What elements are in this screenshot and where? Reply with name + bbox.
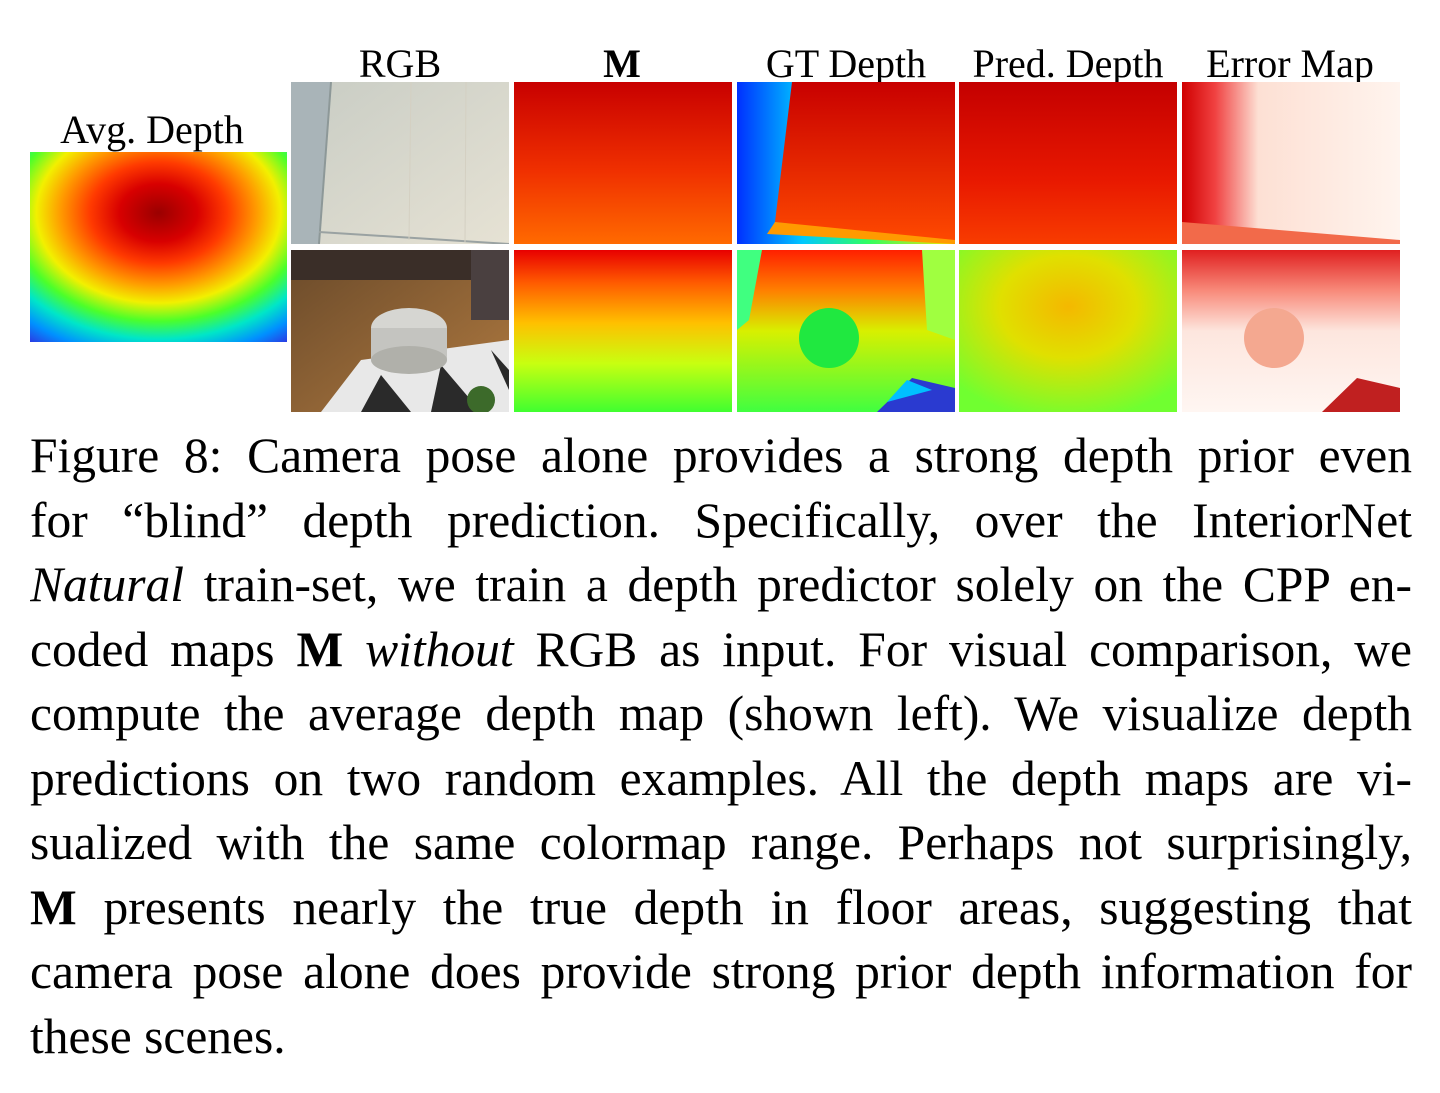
caption-text: sualized with the same colormap range. P…: [30, 815, 1412, 870]
figure-8: Avg. Depth RGB M GT Depth Pred. Depth Er…: [0, 0, 1440, 420]
label-gt-depth: GT Depth: [765, 41, 927, 86]
avg-depth-map: [30, 152, 287, 342]
caption-text: M: [30, 879, 77, 935]
label-rgb: RGB: [358, 41, 442, 86]
caption-line: Natural train-set, we train a depth pred…: [30, 553, 1412, 618]
caption-line: M presents nearly the true depth in floo…: [30, 876, 1412, 941]
caption-line: coded maps M without RGB as input. For v…: [30, 618, 1412, 683]
caption-line: these scenes.: [30, 1005, 1412, 1070]
caption-text: RGB as input. For visual comparison, we: [513, 621, 1412, 677]
caption-text: Camera pose alone provides a strong dept…: [247, 428, 1412, 483]
error-map-row2: [1182, 250, 1400, 412]
m-map-row2: [514, 250, 732, 412]
label-avg-depth: Avg. Depth: [60, 107, 244, 152]
caption-text: predictions on two random examples. All …: [30, 750, 1412, 806]
figure-number: Figure 8:: [30, 428, 223, 483]
caption-text: without: [365, 621, 514, 677]
rgb-image-row2: [291, 250, 509, 412]
pred-depth-row2: [959, 250, 1177, 412]
caption-text: Natural: [30, 557, 185, 612]
gt-depth-row1: [737, 82, 955, 244]
caption-text: [343, 622, 365, 677]
caption-text: compute the average depth map (shown lef…: [30, 686, 1412, 741]
figure-caption: Figure 8: Camera pose alone provides a s…: [30, 424, 1412, 1069]
caption-line: predictions on two random examples. All …: [30, 747, 1412, 812]
caption-line: camera pose alone does provide strong pr…: [30, 940, 1412, 1005]
m-map-row1: [514, 82, 732, 244]
caption-line: sualized with the same colormap range. P…: [30, 811, 1412, 876]
label-m: M: [603, 41, 641, 86]
pred-depth-row1: [959, 82, 1177, 244]
error-map-row1: [1182, 82, 1400, 244]
caption-text: these scenes.: [30, 1008, 286, 1064]
caption-line: compute the average depth map (shown lef…: [30, 682, 1412, 747]
rgb-image-row1: [291, 82, 509, 244]
caption-text: presents nearly the true depth in floor …: [76, 879, 1412, 935]
label-pred-depth: Pred. Depth: [972, 41, 1164, 86]
gt-depth-row2: [737, 250, 955, 412]
label-error-map: Error Map: [1206, 41, 1374, 86]
caption-text: coded maps: [30, 621, 297, 677]
caption-text: camera pose alone does provide strong pr…: [30, 944, 1412, 999]
caption-line: for “blind” depth prediction. Specifical…: [30, 489, 1412, 554]
caption-text: M: [296, 621, 344, 677]
caption-text: for “blind” depth prediction. Specifical…: [30, 492, 1412, 548]
caption-text: train-set, we train a depth predictor so…: [184, 557, 1412, 612]
caption-line: Figure 8: Camera pose alone provides a s…: [30, 424, 1412, 489]
